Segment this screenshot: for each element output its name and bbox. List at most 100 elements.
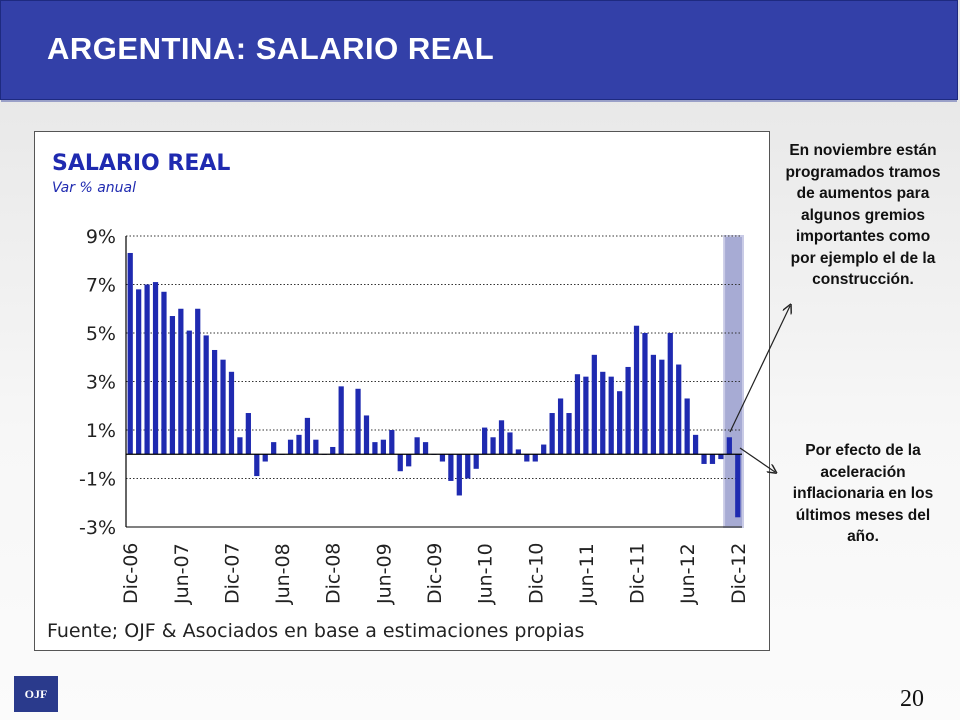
x-tick-label: Jun-08 [272,543,294,605]
y-tick-label: -1% [79,469,116,491]
bar [498,420,505,455]
bar [330,446,336,455]
bar [195,308,201,455]
bar [642,333,648,455]
bar [583,376,589,455]
x-tick-label: Jun-10 [475,543,497,605]
bar [296,434,302,455]
bar [473,454,479,469]
bar [718,454,724,460]
x-tick-label: Dic-06 [120,543,142,604]
x-tick-label: Jun-12 [677,543,699,605]
bar [161,291,167,455]
bar [144,284,150,455]
bar [557,398,564,455]
bar [220,359,226,455]
bar [271,442,277,455]
bar [684,398,690,455]
bar [237,437,243,455]
bar [659,359,665,455]
arrow-to-highlight-top [729,306,790,433]
x-tick-label: Dic-11 [627,543,649,604]
bar [406,454,412,467]
bar [566,413,572,455]
bar [203,335,209,455]
bar [574,374,581,455]
bar [304,417,311,455]
x-tick-label: Dic-07 [221,543,243,604]
bar [701,454,707,464]
bar [482,427,488,455]
ojf-logo: OJF [14,676,58,712]
bar [633,325,640,455]
slide-header: ARGENTINA: SALARIO REAL [0,0,958,102]
bar [127,252,133,455]
salario-real-chart: SALARIO REAL Var % anual Fuente; OJF & Aso… [47,151,750,642]
bar [549,413,555,455]
bar [178,308,184,455]
bar [625,366,631,455]
bar [363,415,370,455]
bar [186,330,192,455]
bar [355,388,361,455]
bar [211,349,218,455]
chart-source-note: Fuente; OJF & Asociados en base a estima… [47,620,584,642]
bar [397,454,403,472]
y-tick-label: -3% [79,517,116,539]
bar [735,454,741,518]
page-number: 20 [900,686,924,712]
bar [456,454,462,496]
bar [338,386,344,455]
x-tick-label: Jun-09 [373,543,395,605]
chart-panel: SALARIO REAL Var % anual Fuente; OJF & Aso… [34,131,770,651]
chart-subtitle: Var % anual [52,180,136,196]
bar [490,437,496,455]
bar [152,282,159,455]
bar [372,442,378,455]
bar [389,430,395,455]
bar [541,444,547,455]
header-rule [1,100,957,102]
x-tick-label: Jun-07 [171,543,193,605]
x-tick-label: Dic-12 [728,543,750,604]
bar [245,413,251,455]
bar [709,454,716,464]
bar [228,371,235,455]
bar [254,454,260,477]
bar [287,439,294,455]
bar [515,449,521,455]
bar [532,454,538,462]
annotation-inflation-effect: Por efecto de la aceleración inflacionar… [792,442,934,545]
y-tick-label: 3% [86,372,116,394]
x-tick-label: Dic-10 [525,543,547,604]
bar [507,432,513,455]
bar [380,439,386,455]
y-tick-label: 9% [86,226,116,248]
bar [439,454,446,462]
x-tick-label: Jun-11 [576,543,598,605]
arrow-to-highlight-bottom [739,447,775,472]
bar [667,333,673,455]
bar [617,391,623,455]
bar [136,289,142,455]
annotation-november-increases: En noviembre están programados tramos de… [785,142,941,288]
bar [676,364,682,455]
bar [414,437,420,455]
bar [524,454,530,462]
bar [692,434,699,455]
x-tick-label: Dic-08 [323,543,345,604]
bar [313,439,319,455]
bar [726,437,732,455]
bar [169,316,176,455]
slide-title: ARGENTINA: SALARIO REAL [47,31,495,66]
bar [422,442,429,455]
bar [262,454,268,462]
bar [448,454,454,481]
bar [600,371,606,455]
bar [650,354,657,455]
bar [591,354,597,455]
y-tick-label: 5% [86,323,116,345]
chart-title: SALARIO REAL [52,151,230,176]
bar [465,454,471,479]
